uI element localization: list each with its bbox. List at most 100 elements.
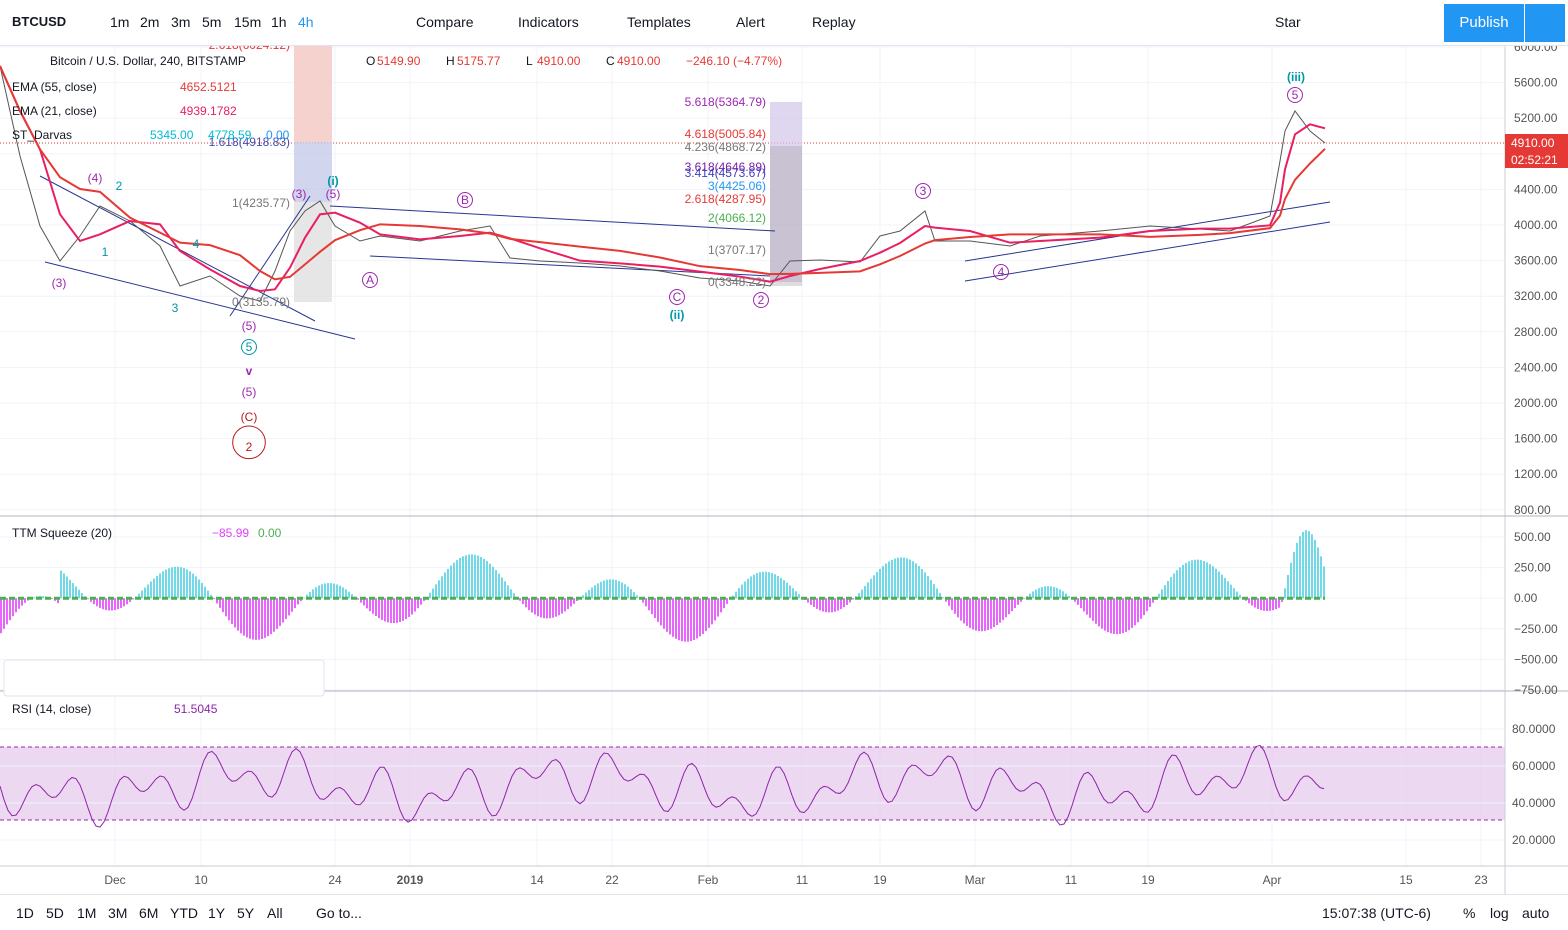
annotation: (i) [327,174,338,188]
ttm-bar [432,588,434,599]
ttm-bar [861,589,863,599]
toolbar-button[interactable]: Alert [736,14,765,30]
toolbar-button[interactable]: Templates [627,14,691,30]
ttm-bar [1314,539,1316,599]
ttm-bar [879,568,881,599]
ttm-bar [870,578,872,599]
ttm-bar [1128,598,1130,631]
toolbar: BTCUSD 1m 2m 3m 5m 15m 1h 4h Compare Indicators… [0,0,1568,46]
ttm-bar [537,598,539,617]
range[interactable]: 1Y [208,905,226,921]
play-button[interactable] [1525,4,1565,42]
ttm-bar [1164,585,1166,599]
indicator-value: 4939.1782 [180,104,237,118]
annotation: (5) [242,385,257,399]
ttm-bar [597,583,599,599]
ttm-bar [810,598,812,605]
ttm-bar [420,598,422,605]
range[interactable]: 6M [139,905,159,921]
option[interactable]: log [1490,905,1509,921]
range[interactable]: 5D [46,905,64,921]
ttm-bar [681,598,683,642]
interval[interactable]: 1h [271,14,287,30]
time-label: 24 [328,873,342,887]
ttm-bar [621,582,623,599]
interval[interactable]: 3m [171,14,191,30]
ttm-bar [93,598,95,605]
ttm-bar [1080,598,1082,609]
interval[interactable]: 1m [110,14,130,30]
ttm-bar [609,579,611,599]
interval[interactable]: 4h [298,14,314,30]
range[interactable]: 1D [16,905,34,921]
ttm-bar [1143,598,1145,616]
option[interactable]: % [1463,905,1476,921]
ttm-bar [96,598,98,607]
symbol[interactable]: BTCUSD [12,14,67,29]
ttm-bar [876,572,878,599]
ttm-bar [1158,593,1160,599]
interval[interactable]: 5m [202,14,222,30]
ttm-bar [1161,589,1163,599]
ttm-bar [1062,591,1064,599]
range[interactable]: 1M [77,905,97,921]
toolbar-button[interactable]: Compare [416,14,474,30]
ttm-bar [798,594,800,599]
option[interactable]: auto [1522,905,1550,921]
ttm-bar [180,567,182,599]
ttm-bar [1176,570,1178,599]
range[interactable]: 3M [108,905,128,921]
price-label: 5200.00 [1514,111,1558,125]
ttm-bar [714,598,716,621]
trend-line [44,261,356,340]
ttm-bar [1254,598,1256,608]
ttm-bar [0,598,2,634]
ttm-bar [1002,598,1004,621]
ttm-bar [549,598,551,619]
publish-button[interactable]: Publish [1444,4,1524,42]
ttm-bar [1281,598,1283,602]
annotation: v [246,364,253,378]
clock: 15:07:38 (UTC-6) [1322,905,1431,921]
ttm-bar [654,598,656,619]
indicator-value: 5345.00 [150,128,194,142]
annotation: 2 [758,293,765,307]
ttm-bar [615,579,617,599]
ttm-bar [1302,531,1304,599]
range[interactable]: YTD [170,905,198,921]
ttm-bar [282,598,284,623]
ttm-bar [783,580,785,599]
ttm-bar [195,576,197,599]
ttm-bar [162,571,164,599]
ttm-bar [375,598,377,617]
ttm-axis-label: 0.00 [1514,591,1538,605]
ttm-bar [150,581,152,599]
ttm-bar [972,598,974,630]
ttm-bar [969,598,971,628]
toolbar-button[interactable]: Indicators [518,14,579,30]
ttm-bar [57,598,59,604]
ttm-bar [1116,598,1118,635]
ttm-bar [1182,564,1184,599]
ttm-bar [1260,598,1262,611]
ttm-bar [1233,588,1235,599]
goto[interactable]: Go to... [316,905,362,921]
annotation: 4.236(4868.72) [685,140,766,154]
interval[interactable]: 2m [140,14,160,30]
ttm-bar [348,591,350,599]
ttm-bar [633,592,635,599]
interval[interactable]: 15m [234,14,262,30]
annotation: 3 [920,184,927,198]
ttm-bar [363,598,365,606]
ttm-bar [318,585,320,599]
range[interactable]: All [267,905,283,921]
range[interactable]: 5Y [237,905,255,921]
ttm-bar [723,598,725,609]
ttm-bar [1185,562,1187,599]
ttm-bar [414,598,416,612]
star[interactable]: Star [1275,14,1301,30]
ttm-bar [588,589,590,599]
toolbar-button[interactable]: Replay [812,14,856,30]
ttm-bar [258,598,260,640]
ohlc-value: 4910.00 [617,54,661,68]
